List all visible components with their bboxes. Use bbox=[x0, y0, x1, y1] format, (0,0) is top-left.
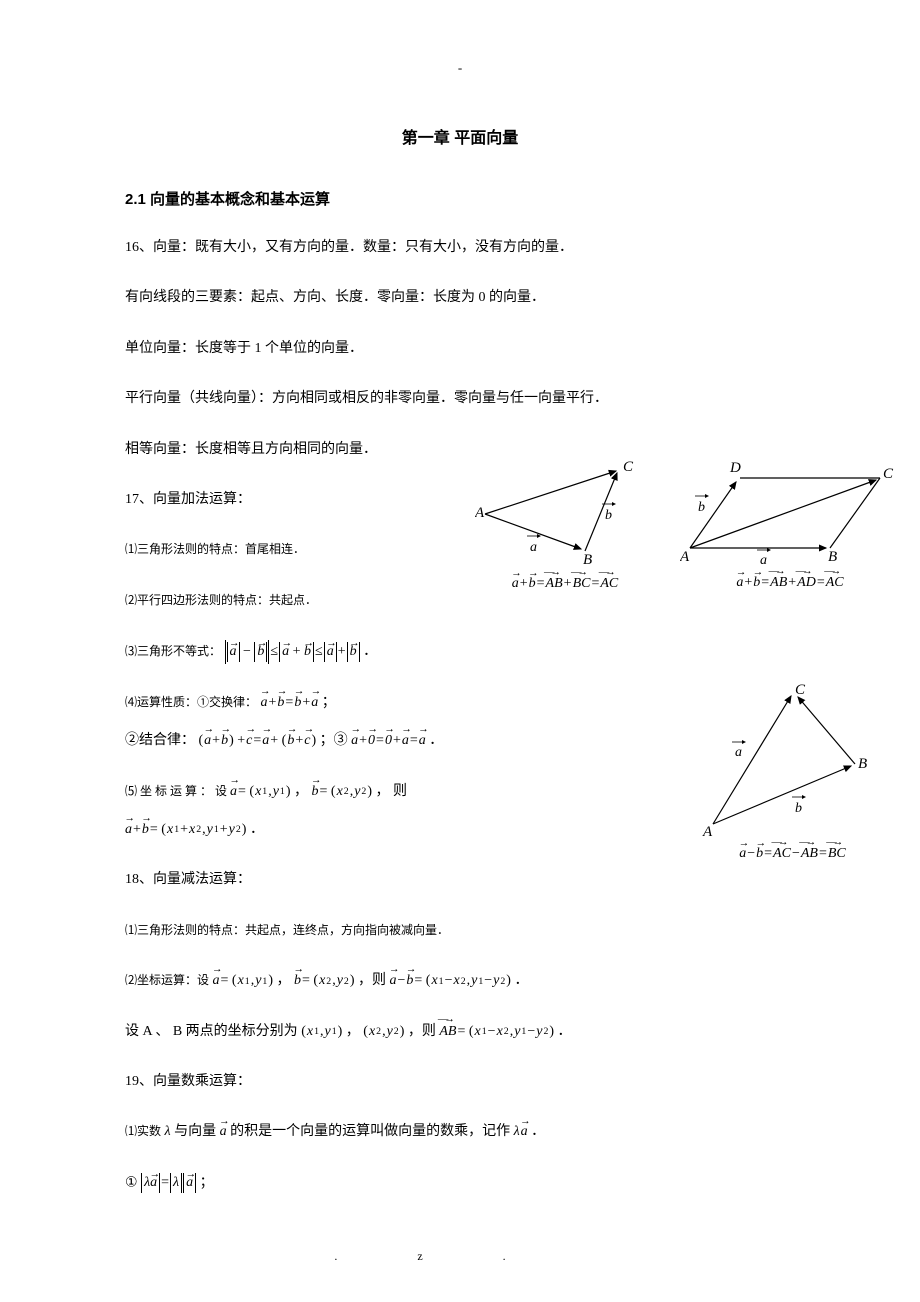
subtraction-svg: A B C a b bbox=[695, 684, 890, 839]
svg-text:C: C bbox=[623, 459, 634, 475]
diagram-subtraction: A B C a b a − b = AC − AB = BC bbox=[695, 684, 890, 862]
svg-text:a: a bbox=[530, 540, 537, 555]
item-17-4-pre: ⑷运算性质：①交换律： bbox=[125, 695, 257, 709]
item-18-3-mid2: ，则 bbox=[408, 1024, 436, 1039]
scalar-norm-math: λa = λa bbox=[141, 1172, 196, 1194]
item-18-2: ⑵坐标运算：设 a = (x1, y1) ， b = (x2, y2) ，则 a… bbox=[125, 970, 795, 992]
diagram-parallelogram: A B C D a b a + b = AB + AD = AC bbox=[680, 456, 900, 591]
item-17-3-post: ． bbox=[363, 644, 377, 659]
svg-text:b: b bbox=[605, 508, 612, 523]
svg-text:D: D bbox=[729, 460, 741, 476]
vector-a-symbol: a bbox=[220, 1121, 227, 1143]
svg-text:B: B bbox=[858, 756, 867, 772]
item-18-2-post: ． bbox=[514, 973, 528, 988]
item-19-1-mid2: 的积是一个向量的运算叫做向量的数乘，记作 bbox=[230, 1124, 510, 1139]
coord-b-math: b = (x2, y2) bbox=[312, 781, 372, 803]
sub-coord-a: a = (x1, y1) bbox=[213, 970, 273, 992]
content-area: 第一章 平面向量 2.1 向量的基本概念和基本运算 16、向量：既有大小，又有方… bbox=[125, 124, 795, 1195]
coord-sum-math: a + b = (x1 + x2, y1 + y2) bbox=[125, 819, 246, 841]
svg-text:C: C bbox=[883, 466, 894, 482]
commutative-math: a + b = b + a bbox=[261, 692, 319, 714]
chapter-title: 第一章 平面向量 bbox=[125, 124, 795, 148]
item-18-3-pre: 设 A 、 B 两点的坐标分别为 bbox=[125, 1024, 298, 1039]
item-18-1-text: ⑴三角形法则的特点：共起点，连终点，方向指向被减向量． bbox=[125, 923, 449, 937]
item-18: 18、向量减法运算： bbox=[125, 869, 795, 891]
footer-right: z. bbox=[417, 1249, 585, 1263]
associative-math: (a + b) + c = a + (b + c) bbox=[199, 730, 317, 752]
svg-text:B: B bbox=[828, 549, 837, 565]
lambda-a-symbol: λa bbox=[514, 1121, 528, 1143]
item-19-2-pre: ① bbox=[125, 1175, 138, 1190]
item-16b: 有向线段的三要素：起点、方向、长度．零向量：长度为 0 的向量． bbox=[125, 287, 795, 309]
item-17-4b-pre: ②结合律： bbox=[125, 733, 195, 748]
item-16c: 单位向量：长度等于 1 个单位的向量． bbox=[125, 338, 795, 360]
item-19-2: ① λa = λa ； bbox=[125, 1172, 795, 1195]
section-title: 2.1 向量的基本概念和基本运算 bbox=[125, 188, 795, 209]
ab-vector-coord: AB = (x1 − x2, y1 − y2) bbox=[439, 1021, 554, 1043]
item-17-1-text: ⑴三角形法则的特点：首尾相连． bbox=[125, 542, 305, 556]
item-17-4b-mid: ；③ bbox=[320, 733, 348, 748]
item-19: 19、向量数乘运算： bbox=[125, 1071, 795, 1093]
triangle-inequality-math: a − b ≤ a + b ≤ a + b bbox=[225, 640, 360, 664]
triangle-addition-caption: a + b = AB + BC = AC bbox=[475, 576, 655, 592]
svg-text:A: A bbox=[702, 824, 713, 839]
point-a-coord: (x1, y1) bbox=[301, 1021, 342, 1043]
svg-text:a: a bbox=[735, 745, 742, 760]
svg-text:A: A bbox=[475, 505, 485, 521]
svg-text:a: a bbox=[760, 553, 767, 568]
item-19-1-post: ． bbox=[531, 1124, 545, 1139]
sub-coord-b: b = (x2, y2) bbox=[294, 970, 354, 992]
item-16d: 平行向量（共线向量）：方向相同或相反的非零向量．零向量与任一向量平行． bbox=[125, 388, 795, 410]
item-18-2-pre: ⑵坐标运算：设 bbox=[125, 973, 209, 987]
item-19-1-mid: 与向量 bbox=[174, 1124, 216, 1139]
item-16: 16、向量：既有大小，又有方向的量．数量：只有大小，没有方向的量． bbox=[125, 237, 795, 259]
parallelogram-svg: A B C D a b bbox=[680, 456, 900, 568]
svg-text:b: b bbox=[698, 500, 705, 515]
point-b-coord: (x2, y2) bbox=[363, 1021, 404, 1043]
coord-a-math: a = (x1, y1) bbox=[230, 781, 290, 803]
parallelogram-caption: a + b = AB + AD = AC bbox=[680, 575, 900, 591]
item-17-2-text: ⑵平行四边形法则的特点：共起点． bbox=[125, 593, 317, 607]
item-18-3: 设 A 、 B 两点的坐标分别为 (x1, y1) ， (x2, y2) ，则 … bbox=[125, 1021, 795, 1043]
lambda-symbol: λ bbox=[165, 1121, 171, 1143]
item-19-1: ⑴实数 λ 与向量 a 的积是一个向量的运算叫做向量的数乘，记作 λa ． bbox=[125, 1121, 795, 1143]
item-17-4b-post: ． bbox=[429, 733, 443, 748]
footer-left: . bbox=[334, 1249, 417, 1263]
item-17-2: ⑵平行四边形法则的特点：共起点． bbox=[125, 590, 795, 612]
subtraction-caption: a − b = AC − AB = BC bbox=[695, 846, 890, 862]
triangle-addition-svg: A B C a b bbox=[475, 459, 655, 569]
item-17-5-mid2: ， 则 bbox=[375, 784, 407, 799]
svg-text:b: b bbox=[795, 801, 802, 816]
page-marker-top: - bbox=[125, 60, 795, 76]
diagram-triangle-addition: A B C a b a + b = AB + BC = AC bbox=[475, 459, 655, 592]
svg-text:C: C bbox=[795, 684, 806, 698]
zero-vector-math: a + 0 = 0 + a = a bbox=[351, 730, 426, 752]
svg-text:B: B bbox=[583, 552, 592, 568]
item-19-1-pre: ⑴实数 bbox=[125, 1124, 161, 1138]
item-17-5-pre: ⑸ 坐 标 运 算 ： 设 bbox=[125, 784, 230, 798]
item-18-3-mid: ， bbox=[346, 1024, 360, 1039]
item-17-3-pre: ⑶三角形不等式： bbox=[125, 644, 221, 658]
item-19-2-post: ； bbox=[200, 1175, 214, 1190]
sub-coord-result: a − b = (x1 − x2, y1 − y2) bbox=[389, 970, 510, 992]
svg-text:A: A bbox=[680, 549, 690, 565]
item-17-3: ⑶三角形不等式： a − b ≤ a + b ≤ a + b ． bbox=[125, 640, 795, 664]
item-18-1: ⑴三角形法则的特点：共起点，连终点，方向指向被减向量． bbox=[125, 920, 795, 942]
item-18-2-mid2: ，则 bbox=[358, 973, 386, 988]
item-18-3-post: ． bbox=[558, 1024, 572, 1039]
item-17-5b-post: ． bbox=[250, 822, 264, 837]
item-17-4-post: ； bbox=[322, 695, 336, 710]
item-17-5: ⑸ 坐 标 运 算 ： 设 a = (x1, y1) ， b = (x2, y2… bbox=[125, 781, 595, 803]
page-footer: .z. bbox=[0, 1249, 920, 1264]
item-17-5-mid: ， bbox=[294, 784, 312, 799]
item-18-2-mid1: ， bbox=[277, 973, 291, 988]
